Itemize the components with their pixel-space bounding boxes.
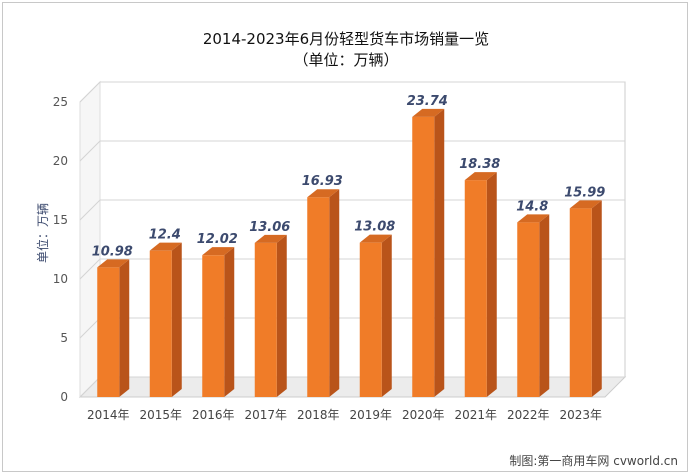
x-tick-label: 2022年 — [507, 408, 550, 422]
x-tick-label: 2023年 — [559, 408, 602, 422]
y-tick-label: 20 — [53, 154, 68, 168]
y-tick-label: 10 — [53, 272, 68, 286]
data-label: 12.02 — [197, 232, 238, 247]
bar — [254, 242, 277, 397]
data-label: 18.38 — [459, 157, 500, 172]
bar-side — [329, 189, 340, 397]
x-tick-label: 2014年 — [87, 408, 130, 422]
data-label: 14.8 — [516, 199, 548, 214]
x-tick-label: 2016年 — [192, 408, 235, 422]
bar-top — [202, 247, 235, 256]
chart-title: 2014-2023年6月份轻型货车市场销量一览 — [202, 30, 490, 48]
bar — [464, 180, 487, 397]
bar — [359, 242, 382, 397]
bar-side — [276, 234, 287, 397]
gridline — [79, 199, 625, 221]
x-tick-label: 2021年 — [454, 408, 497, 422]
bar-top — [517, 214, 550, 223]
bar-side — [224, 247, 235, 397]
bar-top — [359, 234, 392, 243]
data-label: 15.99 — [564, 185, 605, 200]
bar-side — [486, 172, 497, 397]
x-tick-label: 2019年 — [349, 408, 392, 422]
x-tick-label: 2017年 — [244, 408, 287, 422]
bar-side — [591, 200, 602, 397]
data-label: 16.93 — [302, 174, 343, 189]
y-tick-label: 25 — [53, 95, 68, 109]
y-tick-label: 0 — [60, 390, 68, 404]
x-tick-label: 2015年 — [139, 408, 182, 422]
y-tick-label: 5 — [60, 331, 68, 345]
gridline — [79, 81, 625, 103]
chart-credit: 制图:第一商用车网 cvworld.cn — [509, 454, 678, 468]
gridline — [79, 258, 625, 280]
bar-side — [381, 234, 392, 397]
bar — [97, 267, 120, 397]
bar-top — [97, 259, 130, 268]
gridline — [79, 140, 625, 162]
data-label: 12.4 — [149, 228, 181, 243]
chart-subtitle: （单位：万辆） — [293, 51, 399, 69]
bar-top — [569, 200, 602, 209]
y-tick-label: 15 — [53, 213, 68, 227]
bar — [149, 250, 172, 397]
bar-side — [171, 242, 182, 397]
data-label: 13.06 — [249, 220, 290, 235]
data-label: 10.98 — [92, 244, 133, 259]
bar-top — [464, 172, 497, 181]
bar-top — [307, 189, 340, 198]
data-label: 23.74 — [407, 94, 448, 109]
bar — [307, 197, 330, 397]
bar-side — [119, 259, 130, 397]
bar — [412, 116, 435, 398]
bar-top — [412, 108, 445, 117]
bar — [569, 208, 592, 397]
bar-side — [539, 214, 550, 397]
bar-side — [434, 108, 445, 398]
plot-side-wall — [79, 80, 101, 399]
x-tick-label: 2020年 — [402, 408, 445, 422]
bar-top — [149, 242, 182, 251]
bar-top — [254, 234, 287, 243]
bar — [517, 222, 540, 397]
bar — [202, 255, 225, 397]
data-label: 13.08 — [354, 220, 395, 235]
x-tick-label: 2018年 — [297, 408, 340, 422]
